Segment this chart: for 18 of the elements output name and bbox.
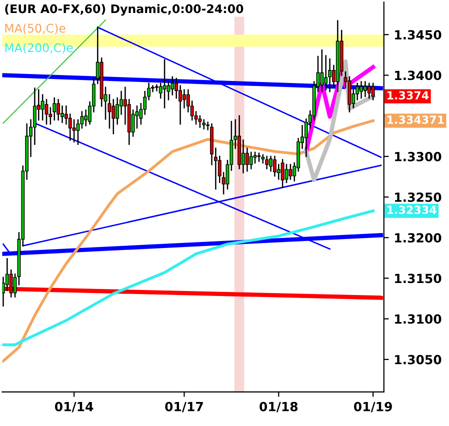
x-tick-label: 01/17 xyxy=(165,402,203,412)
y-tick-label: 1.3150 xyxy=(395,274,442,284)
text: MA(200,C)e xyxy=(5,43,73,54)
y-tick-label: 1.3250 xyxy=(395,192,442,202)
chart-title: (EUR A0-FX,60) Dynamic,0:00-24:00 xyxy=(5,4,244,16)
y-tick-label: 1.3400 xyxy=(395,70,442,80)
x-tick-label: 01/18 xyxy=(260,402,298,412)
y-tick-label: 1.3450 xyxy=(395,30,442,40)
annotation: 1.334371 xyxy=(388,116,444,124)
annotation: 1.3374 xyxy=(388,91,429,100)
x-tick-label: 01/19 xyxy=(354,402,392,412)
y-tick-label: 1.3100 xyxy=(395,314,442,324)
y-tick-label: 1.3300 xyxy=(395,152,442,162)
x-tick-label: 01/14 xyxy=(54,402,94,412)
annotation: 1.32334 xyxy=(388,206,436,214)
text: MA(50,C)e xyxy=(5,24,66,34)
y-tick-label: 1.3050 xyxy=(395,354,442,364)
y-tick-label: 1.3200 xyxy=(395,233,442,243)
